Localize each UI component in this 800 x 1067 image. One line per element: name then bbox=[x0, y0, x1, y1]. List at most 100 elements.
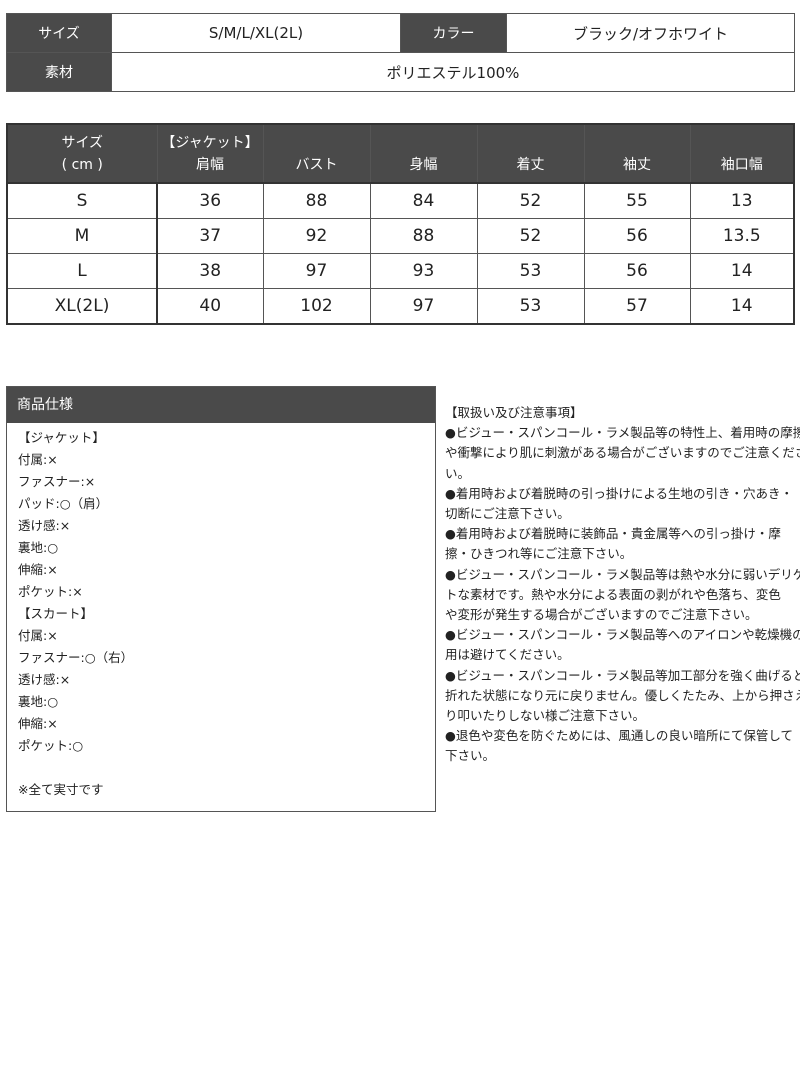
size-cell: M bbox=[6, 218, 158, 254]
size-label: サイズ bbox=[6, 13, 112, 53]
measurement-cell: 53 bbox=[476, 253, 585, 289]
measurement-cell: 93 bbox=[369, 253, 478, 289]
header-line: 肩幅 bbox=[196, 157, 224, 173]
spec-line: 付属:× bbox=[18, 628, 58, 643]
note-line: ●着用時および着脱時に装飾品・貴金属等への引っ掛け・摩 bbox=[445, 526, 781, 542]
spec-line: ファスナー:× bbox=[18, 474, 96, 489]
measurement-cell: 97 bbox=[262, 253, 371, 289]
size-value: S/M/L/XL(2L) bbox=[111, 13, 401, 53]
table-row: XL(2L) 40 102 97 53 57 14 bbox=[6, 288, 795, 325]
spec-line: 伸縮:× bbox=[18, 562, 58, 577]
header-line: 着丈 bbox=[516, 157, 545, 173]
size-cell: XL(2L) bbox=[6, 288, 158, 325]
spec-line: 【スカート】 bbox=[18, 606, 94, 621]
measurement-cell: 13.5 bbox=[689, 218, 795, 254]
size-cell: L bbox=[6, 253, 158, 289]
header-line: ( cm ) bbox=[61, 156, 103, 173]
note-line: ●ビジュー・スパンコール・ラメ製品等は熱や水分に弱いデリケー bbox=[445, 566, 800, 582]
column-header: 袖丈 bbox=[583, 123, 691, 184]
column-header: サイズ ( cm ) bbox=[6, 123, 158, 184]
spec-line: 【ジャケット】 bbox=[18, 430, 105, 445]
size-chart-table: サイズ( cm ) 【ジャケット】 肩幅 バスト 身幅 着丈 袖丈 袖口幅 S 36 8… bbox=[6, 123, 795, 325]
table-row: S 36 88 84 52 55 13 bbox=[6, 182, 795, 219]
spec-line: 付属:× bbox=[18, 452, 58, 467]
color-value: ブラック/オフホワイト bbox=[506, 13, 795, 53]
header-line: 袖口幅 bbox=[720, 157, 763, 173]
material-value: ポリエステル100% bbox=[111, 52, 795, 92]
column-header: バスト bbox=[262, 123, 371, 184]
measurement-cell: 40 bbox=[156, 288, 264, 325]
material-label: 素材 bbox=[6, 52, 112, 92]
note-line: 【取扱い及び注意事項】 bbox=[445, 405, 583, 420]
spec-line bbox=[18, 757, 435, 779]
table-row: L 38 97 93 53 56 14 bbox=[6, 253, 795, 289]
note-line: 折れた状態になり元に戻りません。優しくたたみ、上から押さえた bbox=[445, 687, 800, 703]
measurement-cell: 36 bbox=[156, 182, 264, 219]
column-header: 着丈 bbox=[476, 123, 585, 184]
spec-line: ポケット:× bbox=[18, 584, 83, 599]
measurement-cell: 13 bbox=[689, 182, 795, 219]
spec-line: ポケット:○ bbox=[18, 738, 84, 753]
note-line: ●ビジュー・スパンコール・ラメ製品等の特性上、着用時の摩擦 bbox=[445, 425, 800, 441]
spec-line: 裏地:○ bbox=[18, 694, 59, 709]
note-line: り叩いたりしない様ご注意下さい。 bbox=[445, 708, 646, 724]
measurement-cell: 97 bbox=[369, 288, 478, 325]
spec-line: 透け感:× bbox=[18, 672, 71, 687]
note-line: や衝撃により肌に刺激がある場合がございますのでご注意くださ bbox=[445, 445, 800, 461]
measurement-cell: 56 bbox=[583, 253, 691, 289]
measurement-cell: 52 bbox=[476, 218, 585, 254]
measurement-cell: 53 bbox=[476, 288, 585, 325]
spec-line: 裏地:○ bbox=[18, 540, 59, 555]
spec-line: ※全て実寸です bbox=[18, 782, 104, 797]
note-line: ●着用時および着脱時の引っ掛けによる生地の引き・穴あき・ bbox=[445, 485, 794, 501]
header-line bbox=[371, 132, 477, 154]
measurement-cell: 56 bbox=[583, 218, 691, 254]
note-line: や変形が発生する場合がございますのでご注意下さい。 bbox=[445, 607, 758, 623]
note-line: 切断にご注意下さい。 bbox=[445, 506, 570, 522]
note-line: ●ビジュー・スパンコール・ラメ製品等へのアイロンや乾燥機の使 bbox=[445, 627, 800, 643]
note-line: 擦・ひきつれ等にご注意下さい。 bbox=[445, 546, 633, 562]
column-header: 【ジャケット】 肩幅 bbox=[156, 123, 264, 184]
note-line: ●退色や変色を防ぐためには、風通しの良い暗所にて保管して bbox=[445, 728, 794, 744]
product-spec-box: 商品仕様 【ジャケット】 付属:× ファスナー:× パッド:○（肩） 透け感:× 裏地:○… bbox=[6, 386, 436, 812]
care-notes: 【取扱い及び注意事項】 ●ビジュー・スパンコール・ラメ製品等の特性上、着用時の摩擦… bbox=[445, 403, 800, 767]
note-line: トな素材です。熱や水分による表面の剥がれや色落ち、変色 bbox=[445, 586, 781, 602]
table-row: M 37 92 88 52 56 13.5 bbox=[6, 218, 795, 254]
measurement-cell: 88 bbox=[262, 182, 371, 219]
note-line: ●ビジュー・スパンコール・ラメ製品等加工部分を強く曲げると bbox=[445, 667, 800, 683]
measurement-cell: 52 bbox=[476, 182, 585, 219]
spec-line: ファスナー:○（右） bbox=[18, 650, 134, 665]
measurement-cell: 57 bbox=[583, 288, 691, 325]
header-line bbox=[478, 132, 584, 154]
header-line: バスト bbox=[295, 157, 338, 173]
note-line: 用は避けてください。 bbox=[445, 647, 570, 663]
column-header: 身幅 bbox=[369, 123, 478, 184]
spec-line: 伸縮:× bbox=[18, 716, 58, 731]
header-line bbox=[264, 132, 370, 154]
header-line: 袖丈 bbox=[623, 157, 651, 173]
spec-title: 商品仕様 bbox=[7, 387, 435, 423]
measurement-cell: 38 bbox=[156, 253, 264, 289]
column-header: 袖口幅 bbox=[689, 123, 795, 184]
measurement-cell: 14 bbox=[689, 288, 795, 325]
header-line: サイズ bbox=[61, 134, 104, 151]
measurement-cell: 37 bbox=[156, 218, 264, 254]
measurement-cell: 14 bbox=[689, 253, 795, 289]
header-line: 【ジャケット】 bbox=[161, 135, 259, 151]
size-cell: S bbox=[6, 182, 158, 219]
product-info-table: サイズ S/M/L/XL(2L) カラー ブラック/オフホワイト 素材 ポリエス… bbox=[6, 13, 795, 92]
spec-list: 【ジャケット】 付属:× ファスナー:× パッド:○（肩） 透け感:× 裏地:○ 伸縮:× ポ… bbox=[7, 423, 435, 801]
measurement-cell: 102 bbox=[262, 288, 371, 325]
note-line: い。 bbox=[445, 465, 471, 481]
measurement-cell: 92 bbox=[262, 218, 371, 254]
color-label: カラー bbox=[400, 13, 507, 53]
note-line: 下さい。 bbox=[445, 748, 496, 764]
measurement-cell: 84 bbox=[369, 182, 478, 219]
measurement-cell: 88 bbox=[369, 218, 478, 254]
header-line bbox=[691, 132, 794, 154]
spec-line: 透け感:× bbox=[18, 518, 71, 533]
spec-line: パッド:○（肩） bbox=[18, 496, 109, 511]
measurement-cell: 55 bbox=[583, 182, 691, 219]
header-line bbox=[585, 132, 690, 154]
header-line: 身幅 bbox=[409, 157, 438, 173]
